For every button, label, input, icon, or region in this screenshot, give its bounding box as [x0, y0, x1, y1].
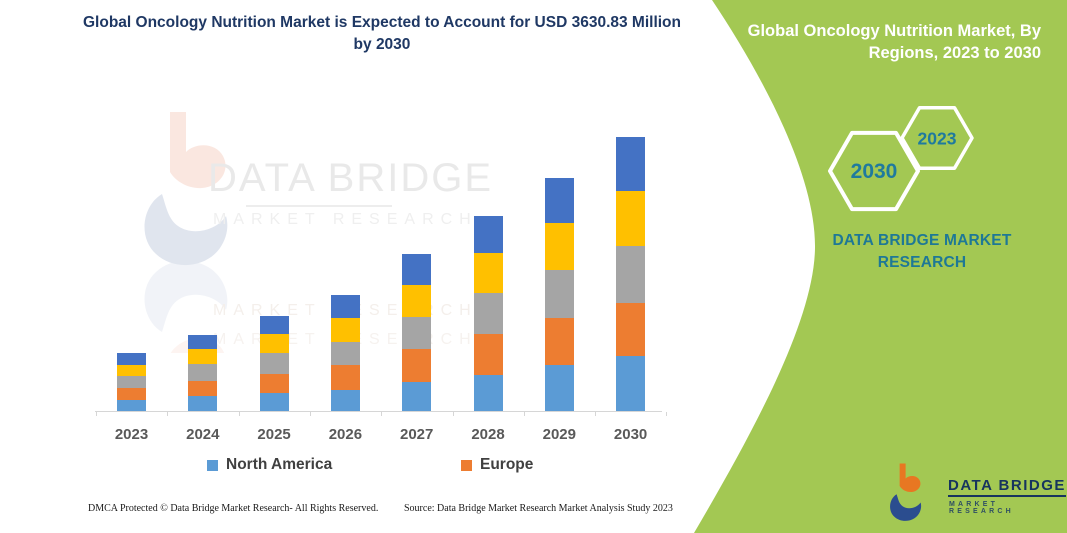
x-axis-label-2024: 2024 [186, 426, 220, 443]
bar-segment-2027-unlabeled-series-yellow- [402, 285, 432, 318]
x-axis-label-2027: 2027 [400, 426, 434, 443]
bar-segment-2030-north-america [616, 356, 646, 411]
bar-2024 [188, 334, 218, 411]
bar-segment-2024-unlabeled-series-gray- [188, 364, 218, 381]
bar-segment-2023-unlabeled-series-dark-blue- [117, 353, 146, 366]
bar-segment-2025-unlabeled-series-dark-blue- [259, 315, 289, 334]
x-axis-tick [238, 412, 240, 416]
x-axis-tick [523, 412, 525, 416]
x-axis-label-2023: 2023 [114, 426, 149, 443]
bar-segment-2029-unlabeled-series-dark-blue- [544, 178, 574, 223]
x-axis-tick [381, 412, 383, 416]
legend-item-europe: Europe [461, 456, 533, 474]
bar-segment-2030-unlabeled-series-yellow- [616, 191, 646, 247]
bar-segment-2025-europe [259, 373, 289, 393]
bar-segment-2024-unlabeled-series-dark-blue- [188, 334, 218, 349]
bar-segment-2023-europe [117, 388, 146, 401]
bar-segment-2023-north-america [117, 400, 146, 411]
hexagon-2030 [828, 130, 920, 212]
bar-segment-2025-unlabeled-series-gray- [259, 352, 289, 374]
x-axis-tick [167, 412, 169, 416]
bar-segment-2026-north-america [330, 390, 360, 411]
bar-segment-2025-unlabeled-series-yellow- [259, 333, 289, 353]
stacked-bar-plot [95, 100, 668, 416]
bar-segment-2027-north-america [402, 382, 432, 411]
bar-2030 [616, 137, 646, 411]
bar-segment-2024-unlabeled-series-yellow- [188, 348, 218, 364]
bar-segment-2029-unlabeled-series-yellow- [544, 222, 574, 270]
bar-segment-2026-europe [330, 365, 360, 391]
x-axis-label-2028: 2028 [471, 426, 505, 443]
bar-2023 [117, 353, 146, 411]
bar-segment-2026-unlabeled-series-dark-blue- [330, 295, 360, 319]
bar-segment-2030-europe [616, 303, 646, 356]
hexagon-2023 [900, 105, 974, 171]
legend-label: North America [226, 456, 333, 473]
bar-segment-2024-north-america [188, 395, 218, 411]
x-axis-tick [309, 412, 311, 416]
legend-label: Europe [480, 456, 534, 473]
bar-segment-2025-north-america [259, 392, 289, 411]
bar-segment-2023-unlabeled-series-yellow- [117, 365, 146, 376]
bar-segment-2027-unlabeled-series-gray- [402, 317, 432, 350]
x-axis-tick [595, 412, 597, 416]
source-attribution: Source: Data Bridge Market Research Mark… [404, 503, 673, 514]
panel-title: Global Oncology Nutrition Market, By Reg… [747, 22, 1041, 63]
x-axis-label-2030: 2030 [613, 426, 648, 443]
bar-segment-2028-europe [473, 334, 503, 376]
bar-segment-2028-unlabeled-series-dark-blue- [473, 216, 503, 254]
legend-item-north-america: North America [207, 456, 332, 474]
logo-tagline: MARKET RESEARCH [949, 501, 1014, 515]
logo-wordmark: DATA BRIDGE [948, 477, 1066, 497]
bar-2025 [259, 315, 289, 411]
brand-wordmark: DATA BRIDGE MARKET RESEARCH [832, 232, 1012, 271]
bar-segment-2026-unlabeled-series-gray- [330, 342, 360, 366]
bar-segment-2030-unlabeled-series-dark-blue- [616, 137, 646, 192]
bar-segment-2024-europe [188, 380, 218, 396]
x-axis-line [95, 411, 662, 412]
bar-2026 [330, 295, 360, 411]
x-axis-label-2026: 2026 [328, 426, 363, 443]
chart-legend: North America Europe [0, 454, 700, 478]
bar-segment-2029-north-america [544, 364, 574, 411]
bar-segment-2028-north-america [473, 375, 503, 411]
x-axis-labels: 2023 2024 2025 2026 2027 2028 2029 2030 [95, 426, 665, 446]
x-axis-tick [666, 412, 668, 416]
chart-title: Global Oncology Nutrition Market is Expe… [83, 14, 681, 54]
dmca-attribution: DMCA Protected © Data Bridge Market Rese… [88, 503, 379, 514]
bar-segment-2030-unlabeled-series-gray- [616, 246, 646, 304]
hexagon-year-2023: 2023 [918, 129, 957, 149]
bar-2027 [402, 254, 432, 411]
x-axis-tick [96, 412, 97, 416]
bar-segment-2023-unlabeled-series-gray- [117, 375, 146, 388]
bar-segment-2028-unlabeled-series-yellow- [473, 253, 503, 294]
x-axis-tick [452, 412, 454, 416]
bar-2028 [473, 216, 503, 411]
x-axis-label-2029: 2029 [542, 426, 576, 443]
x-axis-label-2025: 2025 [257, 426, 291, 443]
bar-segment-2028-unlabeled-series-gray- [473, 293, 503, 335]
bar-segment-2027-europe [402, 349, 432, 383]
bar-segment-2027-unlabeled-series-dark-blue- [402, 254, 432, 286]
data-bridge-logo [890, 463, 922, 521]
bar-segment-2029-unlabeled-series-gray- [544, 269, 574, 318]
hexagon-year-2030: 2030 [851, 160, 898, 183]
bar-segment-2029-europe [544, 317, 574, 365]
legend-swatch [207, 459, 218, 471]
legend-swatch [461, 459, 472, 471]
bar-segment-2026-unlabeled-series-yellow- [330, 318, 360, 343]
bar-2029 [544, 178, 574, 411]
year-hexagons: 2030 2023 [828, 105, 974, 212]
